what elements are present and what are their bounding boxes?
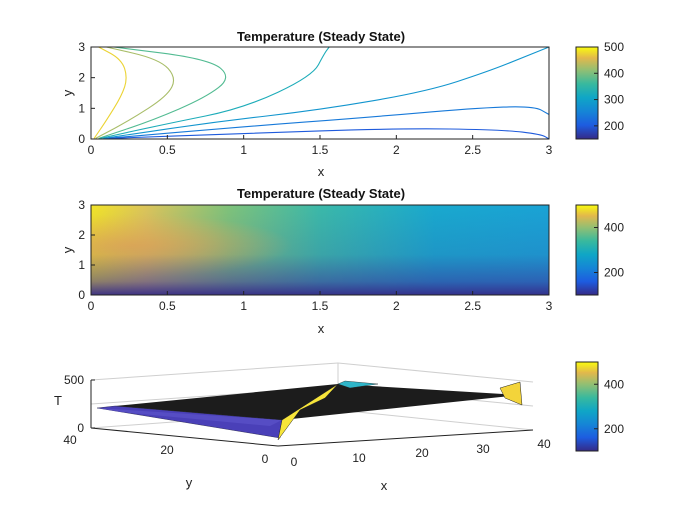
contour-line	[93, 46, 127, 139]
x-tick-label: 20	[415, 446, 429, 460]
heatmap-x-ticks: 0 0.5 1 1.5 2 2.5 3	[88, 291, 553, 313]
colorbar-tick-label: 400	[604, 221, 624, 235]
surface-colorbar-gradient	[575, 361, 599, 452]
x-tick-label: 1	[240, 299, 247, 313]
x-tick-label: 40	[537, 437, 551, 451]
x-tick-label: 0	[291, 455, 298, 469]
surface-colorbar-ticks: 200 400	[594, 377, 624, 436]
surface-ylabel: y	[186, 475, 193, 490]
x-tick-label: 0.5	[159, 299, 176, 313]
contour-lines	[93, 46, 550, 140]
z-tick-label: 500	[64, 373, 84, 387]
heatmap-y-ticks: 0 1 2 3	[78, 198, 95, 302]
colorbar-tick-label: 200	[604, 119, 624, 133]
y-tick-label: 0	[78, 132, 85, 146]
z-tick-label: 0	[77, 421, 84, 435]
y-tick-label: 2	[78, 71, 85, 85]
contour-colorbar-ticks: 200 300 400 500	[594, 40, 624, 133]
contour-title: Temperature (Steady State)	[237, 29, 405, 44]
heatmap-colorbar: 200 400	[575, 204, 624, 296]
x-tick-label: 2	[393, 299, 400, 313]
x-tick-label: 3	[546, 143, 553, 157]
x-tick-label: 2.5	[464, 299, 481, 313]
x-tick-label: 0.5	[159, 143, 176, 157]
contour-y-ticks: 0 1 2 3	[78, 40, 95, 146]
surface-colorbar: 200 400	[575, 361, 624, 452]
contour-line	[98, 46, 227, 139]
contour-line	[106, 106, 550, 139]
y-tick-label: 1	[78, 258, 85, 272]
surface-right-peak	[499, 381, 523, 406]
x-tick-label: 3	[546, 299, 553, 313]
heatmap-title: Temperature (Steady State)	[237, 186, 405, 201]
y-tick-label: 3	[78, 198, 85, 212]
x-tick-label: 2	[393, 143, 400, 157]
surface-y-ticks: 0 20 40	[63, 433, 268, 466]
contour-colorbar: 200 300 400 500	[575, 40, 624, 140]
y-tick-label: 0	[262, 452, 269, 466]
x-tick-label: 1	[240, 143, 247, 157]
y-tick-label: 3	[78, 40, 85, 54]
contour-x-ticks: 0 0.5 1 1.5 2 2.5 3	[88, 135, 553, 157]
contour-subplot: Temperature (Steady State) 0 0.5 1 1.5 2 2.5 3…	[60, 29, 624, 179]
x-tick-label: 0	[88, 143, 95, 157]
surface-subplot: T y x 0 500 0 20 40 0 10 20 30 40 200 400	[54, 361, 624, 493]
contour-line	[100, 46, 330, 139]
contour-line	[109, 128, 550, 140]
x-tick-label: 0	[88, 299, 95, 313]
x-tick-label: 1.5	[312, 299, 329, 313]
heatmap-ylabel: y	[60, 246, 75, 253]
colorbar-tick-label: 200	[604, 422, 624, 436]
contour-line	[95, 46, 175, 139]
y-tick-label: 0	[78, 288, 85, 302]
colorbar-tick-label: 300	[604, 93, 624, 107]
y-tick-label: 2	[78, 228, 85, 242]
x-tick-label: 1.5	[312, 143, 329, 157]
surface-xlabel: x	[381, 478, 388, 493]
surface-zlabel: T	[54, 393, 62, 408]
surface-z-ticks: 0 500	[64, 373, 95, 435]
contour-line	[103, 46, 550, 139]
contour-ylabel: y	[60, 89, 75, 96]
surface-back-edge	[337, 380, 379, 389]
colorbar-tick-label: 400	[604, 377, 624, 391]
colorbar-tick-label: 500	[604, 40, 624, 54]
surface-left-sheet-shade	[97, 408, 282, 426]
y-tick-label: 20	[160, 443, 174, 457]
surface-top-sheet	[115, 384, 520, 420]
surface-axis-lines	[90, 380, 534, 447]
y-tick-label: 40	[63, 433, 77, 447]
x-tick-label: 2.5	[464, 143, 481, 157]
contour-colorbar-gradient	[575, 46, 599, 140]
surface-yellow-ridge	[277, 383, 339, 441]
x-tick-label: 30	[476, 442, 490, 456]
heatmap-colorbar-gradient	[575, 204, 599, 296]
surface-x-ticks: 0 10 20 30 40	[291, 437, 551, 469]
colorbar-tick-label: 200	[604, 266, 624, 280]
contour-xlabel: x	[318, 164, 325, 179]
heatmap-colorbar-ticks: 200 400	[594, 221, 624, 280]
colorbar-tick-label: 400	[604, 66, 624, 80]
heatmap-subplot: Temperature (Steady State) 0 0.5 1 1.5 2 2.5 3…	[60, 186, 624, 336]
x-tick-label: 10	[352, 451, 366, 465]
heatmap-bottom-fade	[91, 205, 549, 295]
heatmap-xlabel: x	[318, 321, 325, 336]
y-tick-label: 1	[78, 101, 85, 115]
